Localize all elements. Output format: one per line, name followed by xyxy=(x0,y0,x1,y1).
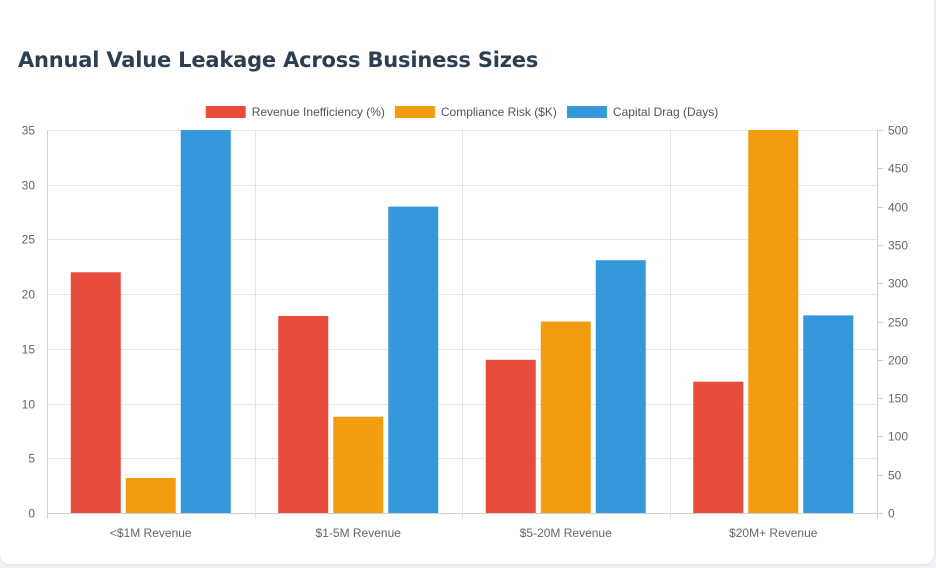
y-right-tick-label: 50 xyxy=(888,469,902,483)
bar[interactable] xyxy=(388,206,439,513)
bar[interactable] xyxy=(180,130,231,513)
y-right-tick-label: 200 xyxy=(888,354,908,368)
y-left-tick-label: 20 xyxy=(22,288,36,302)
bar[interactable] xyxy=(278,316,329,513)
bar[interactable] xyxy=(693,381,744,513)
bars xyxy=(70,130,854,514)
bar[interactable] xyxy=(333,416,384,513)
y-right-tick-label: 350 xyxy=(888,239,908,253)
y-left-tick-label: 35 xyxy=(22,124,36,138)
y-left-tick-label: 30 xyxy=(22,179,36,193)
y-left-tick-label: 15 xyxy=(22,343,36,357)
bar[interactable] xyxy=(595,260,646,513)
bar[interactable] xyxy=(125,477,176,513)
y-right-tick-label: 400 xyxy=(888,201,908,215)
bar[interactable] xyxy=(748,130,799,513)
y-right-tick-label: 500 xyxy=(888,124,908,138)
bar[interactable] xyxy=(803,315,854,513)
y-left-tick-label: 5 xyxy=(28,452,35,466)
legend-swatch[interactable] xyxy=(566,106,607,118)
x-tick-label: $1-5M Revenue xyxy=(316,526,402,540)
legend-label[interactable]: Revenue Inefficiency (%) xyxy=(252,105,385,119)
y-left-tick-label: 25 xyxy=(22,233,36,247)
bar[interactable] xyxy=(70,272,121,513)
x-tick-label: $20M+ Revenue xyxy=(729,526,818,540)
x-tick-label: $5-20M Revenue xyxy=(520,526,612,540)
legend-label[interactable]: Capital Drag (Days) xyxy=(613,105,718,119)
legend: Revenue Inefficiency (%) Compliance Risk … xyxy=(205,105,718,119)
y-right-tick-label: 0 xyxy=(888,507,895,521)
bar[interactable] xyxy=(540,321,591,514)
y-right-tick-label: 250 xyxy=(888,316,908,330)
y-left-tick-label: 0 xyxy=(28,507,35,521)
legend-swatch[interactable] xyxy=(394,106,435,118)
x-tick-label: <$1M Revenue xyxy=(110,526,192,540)
axes: 0510152025303505010015020025030035040045… xyxy=(22,124,909,541)
y-left-tick-label: 10 xyxy=(22,398,36,412)
y-right-tick-label: 100 xyxy=(888,430,908,444)
y-right-tick-label: 450 xyxy=(888,162,908,176)
y-right-tick-label: 150 xyxy=(888,392,908,406)
chart-title: Annual Value Leakage Across Business Siz… xyxy=(18,48,539,72)
legend-swatch[interactable] xyxy=(205,106,246,118)
legend-label[interactable]: Compliance Risk ($K) xyxy=(441,105,557,119)
bar[interactable] xyxy=(485,359,536,513)
y-right-tick-label: 300 xyxy=(888,277,908,291)
